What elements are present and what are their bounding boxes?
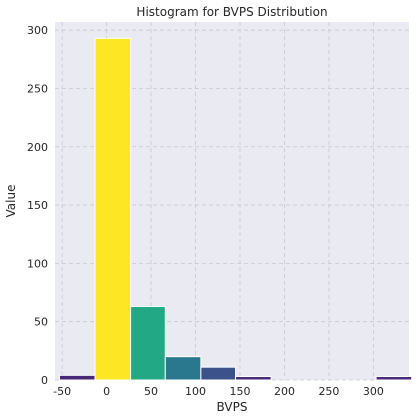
x-axis-ticks: -50 0 50 100 150 200 250 300 (53, 385, 384, 398)
x-tick-label: 300 (363, 385, 384, 398)
histogram-bar-4 (200, 366, 237, 381)
y-tick-label: 0 (41, 374, 48, 387)
x-tick-label: 150 (230, 385, 251, 398)
chart-title: Histogram for BVPS Distribution (136, 5, 327, 19)
x-axis-label: BVPS (217, 400, 248, 414)
y-axis-label: Value (4, 185, 18, 218)
histogram-bar-0 (58, 374, 96, 381)
y-tick-label: 300 (27, 24, 48, 37)
x-tick-label: 0 (103, 385, 110, 398)
histogram-bar-2 (130, 306, 166, 381)
histogram-bar-5 (235, 376, 272, 381)
y-tick-label: 50 (34, 316, 48, 329)
x-tick-label: 200 (274, 385, 295, 398)
x-tick-label: 50 (144, 385, 158, 398)
y-tick-label: 200 (27, 141, 48, 154)
histogram-bars (58, 37, 413, 381)
y-tick-label: 150 (27, 199, 48, 212)
histogram-bar-1 (94, 37, 132, 381)
histogram-bar-9 (375, 376, 413, 381)
x-tick-label: 250 (318, 385, 339, 398)
y-axis-ticks: 0 50 100 150 200 250 300 (27, 24, 48, 387)
x-tick-label: -50 (53, 385, 71, 398)
histogram-bar-3 (164, 356, 202, 381)
x-tick-label: 100 (185, 385, 206, 398)
y-tick-label: 250 (27, 82, 48, 95)
y-tick-label: 100 (27, 257, 48, 270)
